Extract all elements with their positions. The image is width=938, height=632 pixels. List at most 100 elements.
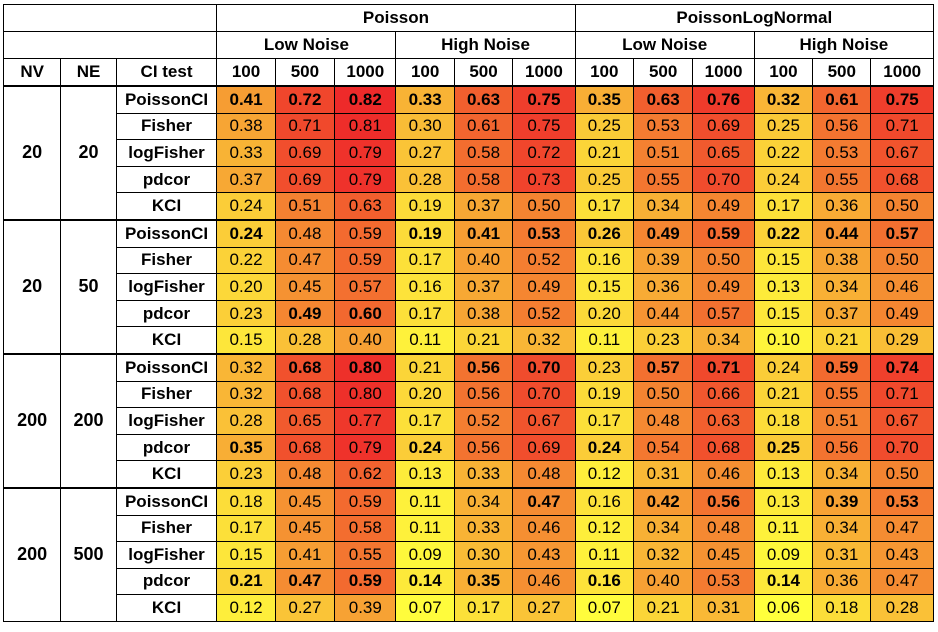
value-cell: 0.74 bbox=[870, 352, 934, 382]
value-cell: 0.67 bbox=[512, 407, 576, 435]
value-cell: 0.68 bbox=[870, 165, 934, 194]
value-cell: 0.24 bbox=[395, 433, 455, 462]
value-cell: 0.48 bbox=[274, 460, 336, 489]
value-cell: 0.13 bbox=[395, 460, 455, 489]
value-cell: 0.24 bbox=[753, 165, 814, 194]
value-cell: 0.65 bbox=[692, 139, 755, 167]
value-cell: 0.51 bbox=[812, 407, 872, 435]
value-cell: 0.11 bbox=[395, 486, 455, 516]
value-cell: 0.17 bbox=[753, 192, 814, 221]
value-cell: 0.53 bbox=[812, 139, 872, 167]
value-cell: 0.60 bbox=[334, 299, 397, 328]
value-cell: 0.17 bbox=[453, 594, 514, 622]
value-cell: 0.75 bbox=[870, 84, 934, 114]
table-row: logFisher 0.20 0.45 0.57 0.16 0.37 0.49 0.15 0.3… bbox=[4, 273, 934, 301]
value-cell: 0.38 bbox=[216, 112, 276, 141]
value-cell: 0.53 bbox=[692, 567, 755, 596]
value-cell: 0.32 bbox=[753, 84, 814, 114]
value-cell: 0.59 bbox=[812, 352, 872, 382]
value-cell: 0.50 bbox=[632, 380, 694, 409]
value-cell: 0.49 bbox=[692, 192, 755, 221]
value-cell: 0.71 bbox=[870, 380, 934, 409]
value-cell: 0.67 bbox=[870, 139, 934, 167]
value-cell: 0.41 bbox=[453, 218, 514, 248]
value-cell: 0.79 bbox=[334, 433, 397, 462]
noise-header-row: Low Noise High Noise Low Noise High Nois… bbox=[2, 31, 935, 59]
value-cell: 0.14 bbox=[395, 567, 455, 596]
value-cell: 0.34 bbox=[692, 326, 755, 355]
value-cell: 0.34 bbox=[453, 486, 514, 516]
value-cell: 0.25 bbox=[753, 112, 814, 141]
table-row: pdcor 0.37 0.69 0.79 0.28 0.58 0.73 0.25 0.55 0.7… bbox=[4, 165, 934, 194]
sample-size-header: 100 bbox=[753, 58, 814, 87]
value-cell: 0.46 bbox=[512, 514, 576, 543]
value-cell: 0.48 bbox=[274, 218, 336, 248]
value-cell: 0.42 bbox=[632, 486, 694, 516]
value-cell: 0.47 bbox=[512, 486, 576, 516]
value-cell: 0.57 bbox=[334, 273, 397, 301]
ne-header: NE bbox=[60, 58, 117, 87]
value-cell: 0.31 bbox=[632, 460, 694, 489]
sample-size-header: 100 bbox=[395, 58, 455, 87]
sample-size-header: 500 bbox=[274, 58, 336, 87]
value-cell: 0.36 bbox=[812, 567, 872, 596]
table-row: KCI 0.15 0.28 0.40 0.11 0.21 0.32 0.11 0.23 0.34 0… bbox=[4, 326, 934, 355]
value-cell: 0.63 bbox=[692, 407, 755, 435]
value-cell: 0.70 bbox=[870, 433, 934, 462]
value-cell: 0.59 bbox=[334, 486, 397, 516]
value-cell: 0.23 bbox=[216, 460, 276, 489]
value-cell: 0.28 bbox=[870, 594, 934, 622]
value-cell: 0.17 bbox=[395, 407, 455, 435]
value-cell: 0.56 bbox=[812, 112, 872, 141]
value-cell: 0.29 bbox=[870, 326, 934, 355]
value-cell: 0.50 bbox=[870, 192, 934, 221]
sample-size-header: 1000 bbox=[870, 58, 934, 87]
value-cell: 0.22 bbox=[216, 246, 276, 275]
table-row: Fisher 0.22 0.47 0.59 0.17 0.40 0.52 0.16 0.39 0.… bbox=[4, 246, 934, 275]
value-cell: 0.59 bbox=[692, 218, 755, 248]
value-cell: 0.55 bbox=[812, 380, 872, 409]
value-cell: 0.50 bbox=[512, 192, 576, 221]
value-cell: 0.66 bbox=[692, 380, 755, 409]
value-cell: 0.31 bbox=[692, 594, 755, 622]
value-cell: 0.15 bbox=[216, 326, 276, 355]
value-cell: 0.39 bbox=[632, 246, 694, 275]
value-cell: 0.51 bbox=[274, 192, 336, 221]
value-cell: 0.80 bbox=[334, 352, 397, 382]
nv-header: NV bbox=[2, 58, 62, 87]
value-cell: 0.11 bbox=[574, 326, 634, 355]
ci-test-name: Fisher bbox=[115, 380, 218, 409]
value-cell: 0.70 bbox=[512, 352, 576, 382]
value-cell: 0.11 bbox=[574, 541, 634, 569]
value-cell: 0.62 bbox=[334, 460, 397, 489]
value-cell: 0.17 bbox=[395, 299, 455, 328]
value-cell: 0.47 bbox=[274, 246, 336, 275]
ci-test-name: KCI bbox=[115, 460, 218, 489]
value-cell: 0.09 bbox=[395, 541, 455, 569]
ci-test-name: pdcor bbox=[115, 567, 218, 596]
ci-test-name: KCI bbox=[115, 594, 218, 622]
value-cell: 0.71 bbox=[274, 112, 336, 141]
value-cell: 0.17 bbox=[574, 407, 634, 435]
ci-test-name: KCI bbox=[115, 192, 218, 221]
value-cell: 0.32 bbox=[512, 326, 576, 355]
ci-test-name: PoissonCI bbox=[115, 352, 218, 382]
nv-cell: 200 bbox=[2, 486, 62, 622]
value-cell: 0.24 bbox=[216, 218, 276, 248]
value-cell: 0.24 bbox=[574, 433, 634, 462]
table-row: Fisher 0.38 0.71 0.81 0.30 0.61 0.75 0.25 0.53 0.… bbox=[4, 112, 934, 141]
value-cell: 0.68 bbox=[692, 433, 755, 462]
ci-test-name: PoissonCI bbox=[115, 486, 218, 516]
noise-header: High Noise bbox=[753, 31, 935, 59]
value-cell: 0.61 bbox=[453, 112, 514, 141]
value-cell: 0.65 bbox=[274, 407, 336, 435]
noise-header: Low Noise bbox=[216, 31, 397, 59]
value-cell: 0.33 bbox=[216, 139, 276, 167]
ci-test-header: CI test bbox=[115, 58, 218, 87]
family-header-poisson: Poisson bbox=[216, 4, 576, 32]
value-cell: 0.67 bbox=[870, 407, 934, 435]
value-cell: 0.73 bbox=[512, 165, 576, 194]
value-cell: 0.43 bbox=[512, 541, 576, 569]
value-cell: 0.47 bbox=[870, 567, 934, 596]
value-cell: 0.63 bbox=[453, 84, 514, 114]
